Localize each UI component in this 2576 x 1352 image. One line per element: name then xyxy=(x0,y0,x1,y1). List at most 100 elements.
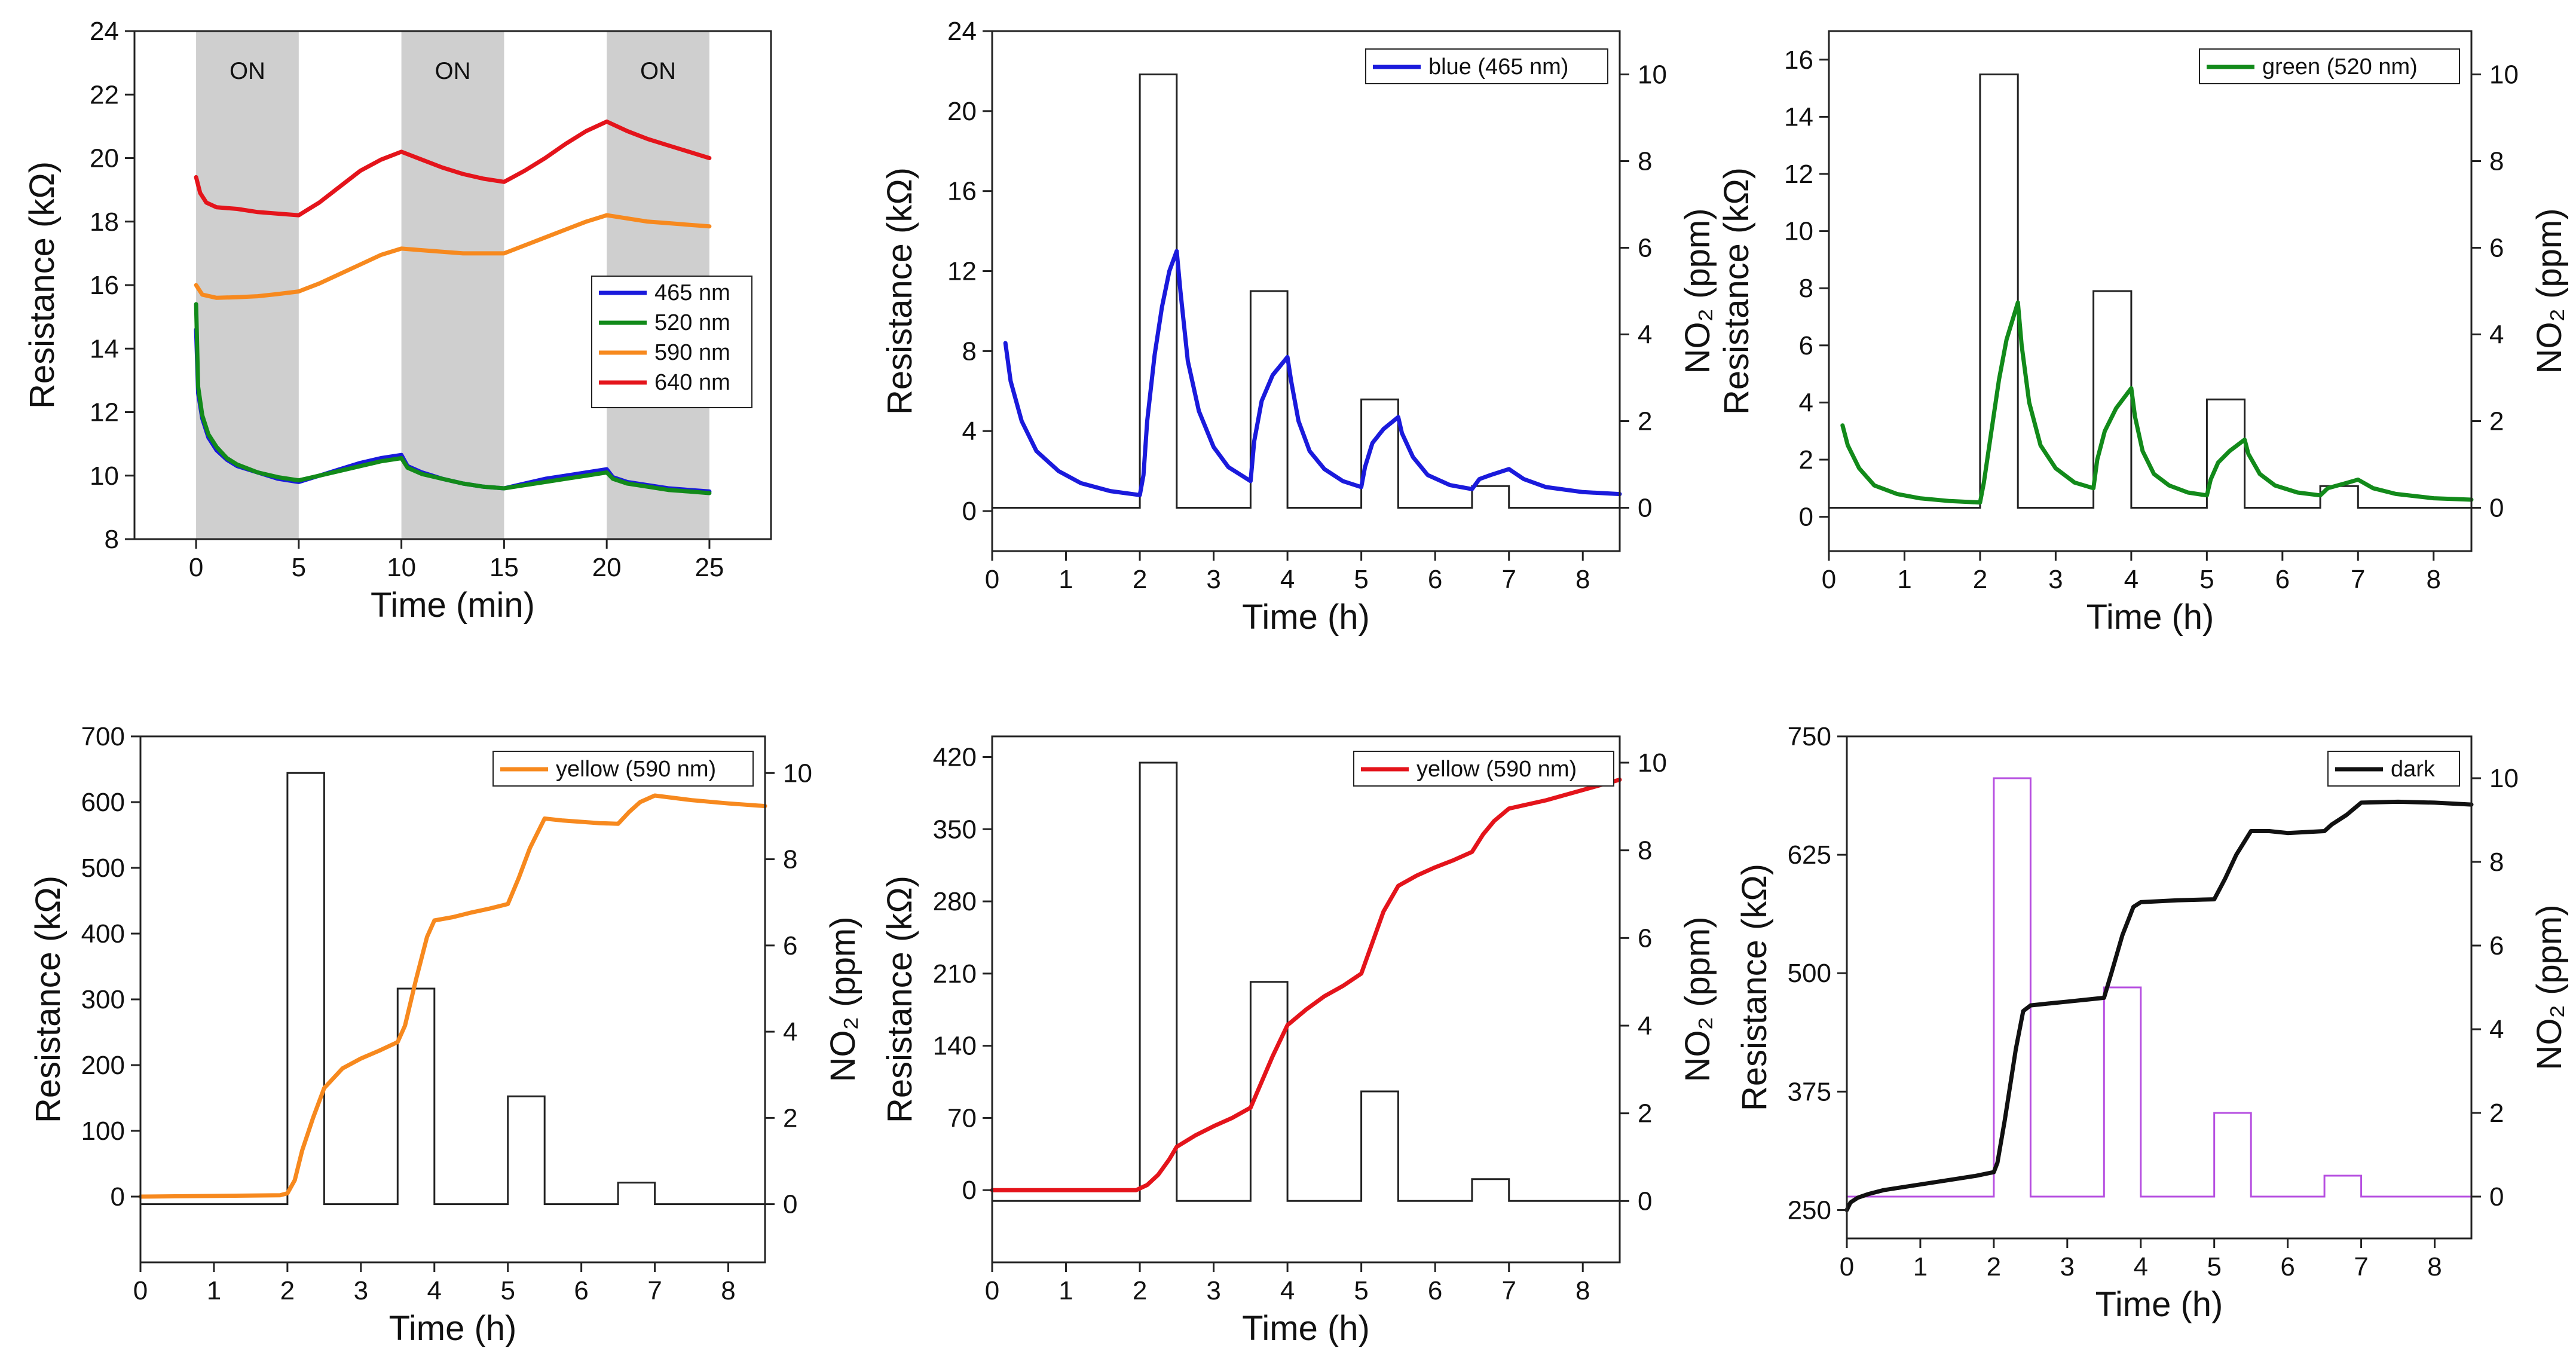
x-tick-label: 6 xyxy=(2275,565,2290,594)
x-axis-label: Time (h) xyxy=(389,1309,517,1348)
y-tick-label: 0 xyxy=(1799,503,1813,532)
y2-tick-label: 0 xyxy=(2489,494,2504,523)
y-tick-label: 420 xyxy=(933,743,977,772)
legend: dark xyxy=(2327,751,2460,787)
legend-label: yellow (590 nm) xyxy=(556,757,716,782)
x-tick-label: 3 xyxy=(354,1276,368,1305)
legend-label: dark xyxy=(2391,757,2436,782)
plot-frame xyxy=(1828,30,2473,552)
x-tick-label: 5 xyxy=(1354,1276,1368,1305)
series-line-yellow-590-nm- xyxy=(138,793,767,1199)
y2-tick-label: 4 xyxy=(2489,320,2504,350)
x-tick-label: 3 xyxy=(1206,1276,1220,1305)
x-axis-label: Time (h) xyxy=(1242,1309,1370,1348)
x-tick-label: 7 xyxy=(1501,1276,1516,1305)
y-tick-label: 22 xyxy=(90,80,119,109)
y-axis-label: Resistance (kΩ) xyxy=(880,167,919,415)
y2-tick-label: 0 xyxy=(2489,1182,2504,1212)
x-tick-label: 7 xyxy=(1501,565,1516,594)
x-tick-label: 0 xyxy=(985,565,999,594)
x-tick-label: 15 xyxy=(489,553,519,582)
x-tick-label: 2 xyxy=(1973,565,1987,594)
legend-box xyxy=(591,276,752,408)
y-tick-label: 210 xyxy=(933,959,977,989)
y2-tick-label: 2 xyxy=(2489,1099,2504,1128)
y-tick-label: 625 xyxy=(1788,840,1831,870)
x-tick-label: 7 xyxy=(647,1276,662,1305)
series-line-590-nm xyxy=(194,213,712,300)
y-axis-label: Resistance (kΩ) xyxy=(880,876,919,1123)
y-tick-label: 20 xyxy=(947,97,977,126)
x-tick-label: 4 xyxy=(1280,1276,1295,1305)
y-tick-label: 750 xyxy=(1788,722,1831,751)
series-line-green-520-nm- xyxy=(1840,300,2474,505)
x-tick-label: 4 xyxy=(2134,1252,2148,1281)
y2-tick-label: 2 xyxy=(1638,1099,1652,1128)
y-tick-label: 0 xyxy=(111,1182,125,1212)
x-tick-label: 0 xyxy=(1822,565,1836,594)
y2-tick-label: 0 xyxy=(1638,494,1652,523)
y-tick-label: 18 xyxy=(90,207,119,237)
x-tick-label: 7 xyxy=(2354,1252,2368,1281)
chart-p5: 0 1 2 3 4 5 6 7 8 0 70 140 210 280 350 420 0 2 4 6 8 10 Time (… xyxy=(880,735,1717,1348)
x-tick-label: 1 xyxy=(1058,1276,1073,1305)
y2-tick-label: 10 xyxy=(2489,60,2519,90)
legend-label: 640 nm xyxy=(654,370,730,395)
legend: yellow (590 nm) xyxy=(492,751,754,787)
y-tick-label: 12 xyxy=(1784,160,1813,189)
x-tick-label: 4 xyxy=(2124,565,2138,594)
legend: green (520 nm) xyxy=(2199,48,2460,84)
no2-step-trace xyxy=(992,74,1620,509)
y-tick-label: 70 xyxy=(947,1103,977,1133)
y-tick-label: 600 xyxy=(81,788,125,817)
x-tick-label: 7 xyxy=(2351,565,2365,594)
x-tick-label: 3 xyxy=(2060,1252,2075,1281)
legend-label: 520 nm xyxy=(654,310,730,335)
y-tick-label: 500 xyxy=(1788,959,1831,988)
y-tick-label: 700 xyxy=(81,722,125,751)
on-region xyxy=(196,31,299,539)
y2-tick-label: 6 xyxy=(2489,931,2504,961)
x-tick-label: 0 xyxy=(1840,1252,1854,1281)
x-tick-label: 2 xyxy=(1133,1276,1147,1305)
series-line-dark xyxy=(1844,799,2474,1212)
x-tick-label: 0 xyxy=(133,1276,148,1305)
x-tick-label: 6 xyxy=(2280,1252,2294,1281)
x-axis-label: Time (h) xyxy=(1242,598,1370,637)
y-tick-label: 8 xyxy=(105,525,119,554)
y-tick-label: 10 xyxy=(1784,217,1813,246)
x-tick-label: 8 xyxy=(2427,565,2441,594)
x-tick-label: 1 xyxy=(1897,565,1911,594)
y-tick-label: 4 xyxy=(1799,388,1813,417)
y2-tick-label: 8 xyxy=(1638,836,1652,865)
y-tick-label: 10 xyxy=(90,461,119,491)
x-tick-label: 20 xyxy=(592,553,622,582)
x-tick-label: 5 xyxy=(1354,565,1368,594)
x-axis-label: Time (h) xyxy=(2087,598,2214,637)
y-axis-label: Resistance (kΩ) xyxy=(1735,864,1774,1111)
y-tick-label: 12 xyxy=(947,257,977,286)
y-tick-label: 8 xyxy=(1799,274,1813,303)
x-tick-label: 10 xyxy=(387,553,416,582)
series-line-640-nm xyxy=(194,119,712,218)
y2-tick-label: 2 xyxy=(1638,407,1652,436)
y2-tick-label: 10 xyxy=(2489,764,2519,793)
x-tick-label: 1 xyxy=(207,1276,221,1305)
y2-tick-label: 6 xyxy=(783,931,797,961)
y-axis-label: Resistance (kΩ) xyxy=(1717,167,1756,415)
y-tick-label: 24 xyxy=(90,17,119,46)
legend: blue (465 nm) xyxy=(1365,48,1608,84)
no2-step-trace xyxy=(1847,777,2471,1198)
x-tick-label: 3 xyxy=(1206,565,1220,594)
y-tick-label: 140 xyxy=(933,1032,977,1061)
on-label: ON xyxy=(435,58,471,84)
legend-label: 590 nm xyxy=(654,340,730,365)
no2-step-trace xyxy=(140,772,765,1206)
x-tick-label: 5 xyxy=(500,1276,515,1305)
y-tick-label: 12 xyxy=(90,398,119,427)
x-tick-label: 5 xyxy=(2207,1252,2221,1281)
y-tick-label: 6 xyxy=(1799,331,1813,360)
y-tick-label: 300 xyxy=(81,985,125,1014)
